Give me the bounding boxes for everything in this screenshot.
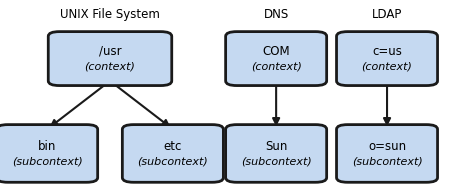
Text: (context): (context)	[361, 62, 413, 72]
Text: (subcontext): (subcontext)	[352, 157, 423, 167]
Text: (subcontext): (subcontext)	[12, 157, 83, 167]
FancyBboxPatch shape	[225, 32, 326, 86]
Text: (subcontext): (subcontext)	[241, 157, 312, 167]
Text: (subcontext): (subcontext)	[137, 157, 208, 167]
FancyBboxPatch shape	[48, 32, 172, 86]
Text: (context): (context)	[84, 62, 136, 72]
Text: o=sun: o=sun	[368, 140, 406, 153]
Text: DNS: DNS	[264, 8, 289, 21]
Text: COM: COM	[262, 45, 290, 58]
Text: c=us: c=us	[372, 45, 402, 58]
FancyBboxPatch shape	[0, 125, 97, 182]
FancyBboxPatch shape	[122, 125, 223, 182]
Text: etc: etc	[164, 140, 182, 153]
FancyBboxPatch shape	[337, 125, 437, 182]
FancyBboxPatch shape	[337, 32, 437, 86]
Text: bin: bin	[38, 140, 56, 153]
Text: LDAP: LDAP	[372, 8, 402, 21]
Text: UNIX File System: UNIX File System	[60, 8, 160, 21]
Text: (context): (context)	[251, 62, 302, 72]
Text: /usr: /usr	[99, 45, 121, 58]
Text: Sun: Sun	[265, 140, 287, 153]
FancyBboxPatch shape	[225, 125, 326, 182]
